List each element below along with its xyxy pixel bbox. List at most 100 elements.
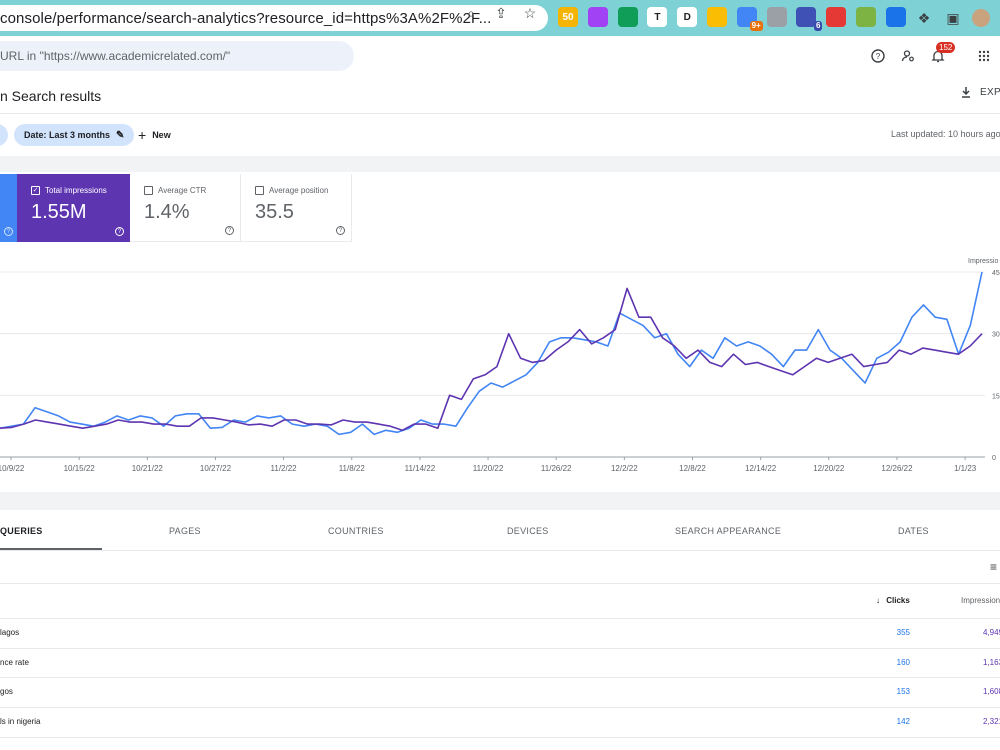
metric-value: 1.4%: [144, 201, 190, 223]
flower-extension-icon[interactable]: 9+: [736, 7, 763, 31]
app-header: URL in "https://www.academicrelated.com/…: [0, 36, 1000, 76]
table-row[interactable]: gos 153 1,608: [0, 677, 1000, 707]
metric-label: Total impressions: [45, 186, 107, 195]
ctr-checkbox[interactable]: [144, 186, 153, 195]
chrome-extension-icon[interactable]: [826, 7, 847, 27]
tab-search-appearance[interactable]: SEARCH APPEARANCE: [675, 526, 782, 536]
browser-toolbar: console/performance/search-analytics?res…: [0, 0, 1000, 36]
tab-pages[interactable]: PAGES: [169, 526, 201, 536]
extension-badge: 9+: [749, 21, 763, 31]
active-tab-indicator: [0, 548, 102, 550]
x-tick-label: 11/20/22: [473, 464, 504, 473]
date-filter-chip[interactable]: Date: Last 3 months ✎: [14, 124, 135, 146]
help-icon[interactable]: ?: [4, 227, 13, 236]
table-divider: [0, 583, 1000, 584]
last-updated-text: Last updated: 10 hours ago: [891, 129, 1000, 139]
table-row[interactable]: ls in nigeria 142 2,321: [0, 707, 1000, 737]
grammar-extension-icon[interactable]: [617, 7, 638, 27]
query-cell: ls in nigeria: [0, 717, 41, 726]
clicks-cell: 355: [896, 628, 910, 637]
x-tick-label: 12/14/22: [745, 464, 777, 473]
tabs-divider: [0, 550, 1000, 551]
percent-extension-icon[interactable]: 50: [558, 7, 578, 27]
notifications-icon[interactable]: 152: [928, 42, 956, 66]
total-impressions-card[interactable]: ✓ Total impressions 1.55M ?: [17, 174, 130, 242]
edit-pencil-icon: ✎: [116, 129, 125, 141]
manage-users-icon[interactable]: [898, 46, 918, 66]
help-icon[interactable]: ?: [115, 227, 124, 236]
clicks-cell: 153: [896, 687, 910, 696]
new-filter-button[interactable]: + New: [138, 127, 171, 143]
tab-dates[interactable]: DATES: [898, 526, 929, 536]
table-row[interactable]: lagos 355 4,949: [0, 618, 1000, 648]
tt-extension-icon[interactable]: T: [647, 7, 668, 27]
impressions-cell: 2,321: [983, 717, 1000, 726]
clicks-header-label: Clicks: [886, 596, 910, 605]
sidebar-toggle-icon[interactable]: ▣: [946, 9, 960, 26]
x-tick-label: 12/26/22: [881, 464, 913, 473]
help-icon[interactable]: ?: [225, 226, 234, 235]
y-tick-label: 30: [992, 332, 1000, 339]
query-cell: nce rate: [0, 658, 29, 667]
performance-line-chart: 45 30 15 0 Impressio 10/9/22 10/15/22 10/21/22 1…: [0, 258, 1000, 473]
x-tick-label: 12/8/22: [679, 464, 706, 473]
new-filter-label: New: [152, 130, 171, 140]
notification-count-badge: 152: [936, 42, 956, 53]
impressions-column-header[interactable]: Impressions: [961, 596, 1000, 605]
tab-countries[interactable]: COUNTRIES: [328, 526, 384, 536]
address-bar[interactable]: console/performance/search-analytics?res…: [0, 5, 548, 31]
search-placeholder[interactable]: URL in "https://www.academicrelated.com/…: [0, 49, 231, 63]
help-icon[interactable]: ?: [868, 46, 888, 66]
sort-down-arrow-icon: ↓: [876, 596, 880, 605]
url-text[interactable]: console/performance/search-analytics?res…: [0, 10, 492, 27]
position-checkbox[interactable]: [255, 186, 264, 195]
query-cell: gos: [0, 687, 13, 696]
profile-avatar[interactable]: [972, 9, 990, 27]
tab-queries[interactable]: QUERIES: [0, 526, 43, 536]
pen-extension-icon[interactable]: [587, 7, 608, 27]
table-row[interactable]: nce rate 160 1,163: [0, 648, 1000, 678]
filter-rows-icon[interactable]: ≡: [990, 560, 998, 574]
y-tick-label: 0: [992, 455, 996, 462]
bell-extension-icon[interactable]: [707, 7, 727, 27]
extension-badge: 6: [813, 21, 823, 31]
average-position-card[interactable]: Average position 35.5 ?: [241, 174, 352, 242]
zoom-icon[interactable]: ⌕: [467, 4, 475, 21]
screen-extension-icon[interactable]: [885, 7, 906, 27]
page-title: n Search results: [0, 88, 102, 104]
report-table-card: QUERIES PAGES COUNTRIES DEVICES SEARCH A…: [0, 510, 1000, 750]
average-ctr-card[interactable]: Average CTR 1.4% ?: [130, 174, 241, 242]
impressions-cell: 1,608: [983, 687, 1000, 696]
query-cell: lagos: [0, 628, 20, 637]
search-type-chip[interactable]: [0, 124, 8, 146]
impressions-cell: 4,949: [983, 628, 1000, 637]
metric-value: 1.55M: [31, 201, 87, 223]
bookmark-star-icon[interactable]: ☆: [523, 4, 537, 21]
diamond-extension-icon[interactable]: 6: [796, 7, 823, 31]
circle-extension-icon[interactable]: [856, 7, 876, 27]
apps-grid-icon[interactable]: [974, 46, 994, 66]
date-chip-label: Date: Last 3 months: [24, 130, 111, 140]
x-tick-label: 11/2/22: [271, 464, 298, 473]
total-clicks-card[interactable]: ?: [0, 174, 17, 242]
clicks-column-header[interactable]: ↓ Clicks: [876, 596, 910, 605]
clicks-series-line: [0, 271, 983, 436]
camera-extension-icon[interactable]: [766, 7, 787, 27]
export-label: EXPO: [980, 86, 1000, 98]
impressions-checkbox[interactable]: ✓: [31, 186, 40, 195]
help-icon[interactable]: ?: [336, 226, 345, 235]
share-icon[interactable]: ⇪: [495, 4, 507, 21]
tab-devices[interactable]: DEVICES: [507, 526, 549, 536]
y-tick-label: 45: [992, 270, 1000, 277]
puzzle-extensions-icon[interactable]: ❖: [917, 9, 931, 26]
plus-icon: +: [138, 127, 147, 143]
x-tick-label: 12/20/22: [813, 464, 845, 473]
export-button[interactable]: EXPO: [960, 86, 1000, 98]
svg-text:?: ?: [876, 52, 881, 61]
clicks-cell: 160: [896, 658, 910, 667]
url-inspect-search[interactable]: URL in "https://www.academicrelated.com/…: [0, 41, 354, 71]
d-extension-icon[interactable]: D: [677, 7, 698, 27]
row-divider: [0, 648, 1000, 649]
download-icon: [962, 87, 970, 98]
impressions-series-line: [0, 287, 983, 432]
